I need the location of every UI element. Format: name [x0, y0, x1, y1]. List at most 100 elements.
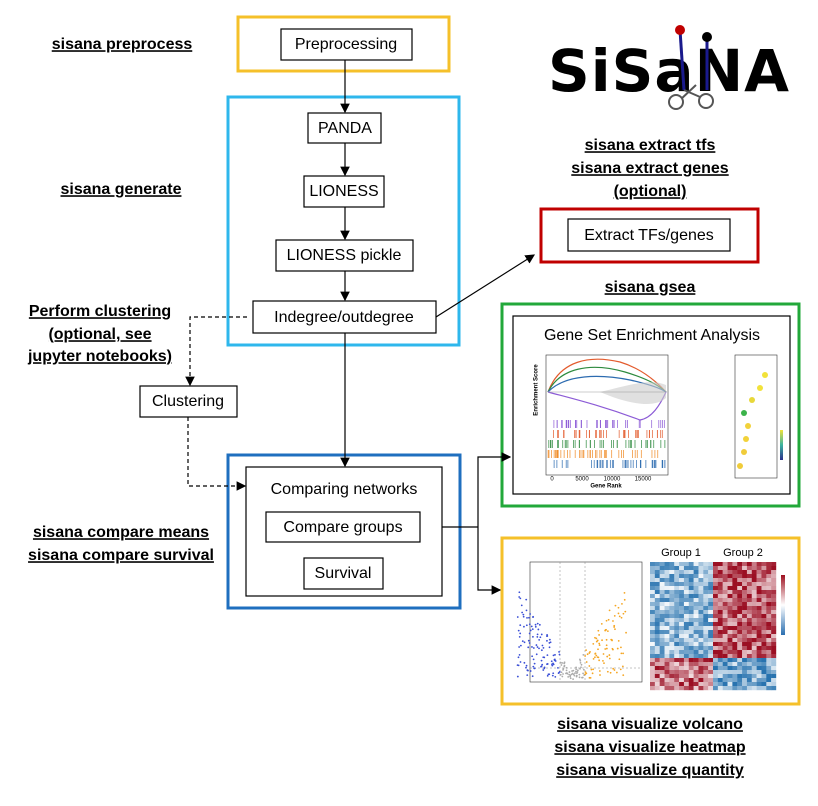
decoration	[722, 574, 728, 579]
decoration	[654, 666, 660, 671]
decoration	[654, 678, 660, 683]
decoration	[613, 624, 616, 627]
decoration	[757, 385, 763, 391]
decoration	[543, 666, 546, 669]
decoration	[708, 582, 714, 587]
decoration	[650, 586, 656, 591]
decoration	[713, 614, 719, 619]
decoration	[713, 586, 719, 591]
decoration	[540, 633, 543, 636]
decoration	[531, 646, 533, 648]
decoration	[698, 654, 704, 659]
decoration	[708, 614, 714, 619]
decoration	[756, 678, 762, 683]
decoration	[727, 606, 733, 611]
decoration	[519, 632, 522, 635]
decoration	[529, 629, 532, 632]
decoration	[592, 657, 595, 660]
decoration	[688, 610, 694, 615]
decoration	[746, 654, 752, 659]
decoration	[708, 606, 714, 611]
decoration	[679, 574, 685, 579]
decoration	[572, 673, 575, 676]
decoration	[708, 630, 714, 635]
decoration	[703, 562, 709, 567]
decoration	[766, 598, 772, 603]
decoration	[698, 586, 704, 591]
decoration	[650, 610, 656, 615]
decoration	[664, 582, 670, 587]
decoration	[688, 646, 694, 651]
decoration	[761, 654, 767, 659]
decoration	[538, 638, 541, 641]
decoration	[761, 658, 767, 663]
decoration	[688, 666, 694, 671]
decoration	[717, 682, 723, 687]
decoration	[761, 638, 767, 643]
decoration	[531, 628, 534, 631]
decoration	[732, 682, 738, 687]
decoration	[722, 638, 728, 643]
decoration	[669, 614, 675, 619]
decoration	[766, 578, 772, 583]
decoration	[664, 590, 670, 595]
decoration	[746, 570, 752, 575]
decoration	[727, 614, 733, 619]
decoration	[713, 682, 719, 687]
decoration	[756, 686, 762, 691]
decoration	[669, 638, 675, 643]
decoration	[693, 614, 699, 619]
decoration	[664, 638, 670, 643]
decoration	[722, 586, 728, 591]
decoration	[679, 658, 685, 663]
decoration	[756, 638, 762, 643]
decoration	[761, 682, 767, 687]
axis-label: Gene Rank	[590, 484, 622, 490]
decoration	[737, 650, 743, 655]
decoration	[713, 686, 719, 691]
decoration	[713, 666, 719, 671]
decoration	[659, 614, 665, 619]
decoration	[650, 634, 656, 639]
decoration	[688, 682, 694, 687]
decoration	[771, 562, 777, 567]
decoration	[761, 618, 767, 623]
decoration	[551, 674, 554, 677]
decoration	[683, 618, 689, 623]
decoration	[703, 650, 709, 655]
decoration	[669, 590, 675, 595]
decoration	[683, 574, 689, 579]
decoration	[743, 436, 749, 442]
decoration	[669, 606, 675, 611]
command: sisana visualize quantity	[556, 762, 744, 779]
decoration	[605, 644, 608, 647]
decoration	[683, 642, 689, 647]
decoration	[679, 630, 685, 635]
decoration	[650, 582, 656, 587]
decoration	[766, 586, 772, 591]
decoration	[756, 674, 762, 679]
decoration	[659, 686, 665, 691]
node-label: Clustering	[152, 393, 224, 410]
decoration	[659, 650, 665, 655]
decoration	[688, 606, 694, 611]
decoration	[683, 614, 689, 619]
decoration	[654, 590, 660, 595]
decoration	[746, 566, 752, 571]
decoration	[664, 618, 670, 623]
decoration	[693, 618, 699, 623]
decoration	[617, 640, 620, 642]
decoration	[742, 570, 748, 575]
decoration	[756, 574, 762, 579]
decoration	[713, 574, 719, 579]
node-box	[280, 28, 413, 61]
decoration	[521, 640, 524, 643]
decoration	[591, 672, 594, 675]
decoration	[650, 622, 656, 627]
decoration	[669, 618, 675, 623]
decoration	[761, 586, 767, 591]
decoration	[528, 642, 531, 644]
decoration	[727, 594, 733, 599]
decoration	[659, 682, 665, 687]
